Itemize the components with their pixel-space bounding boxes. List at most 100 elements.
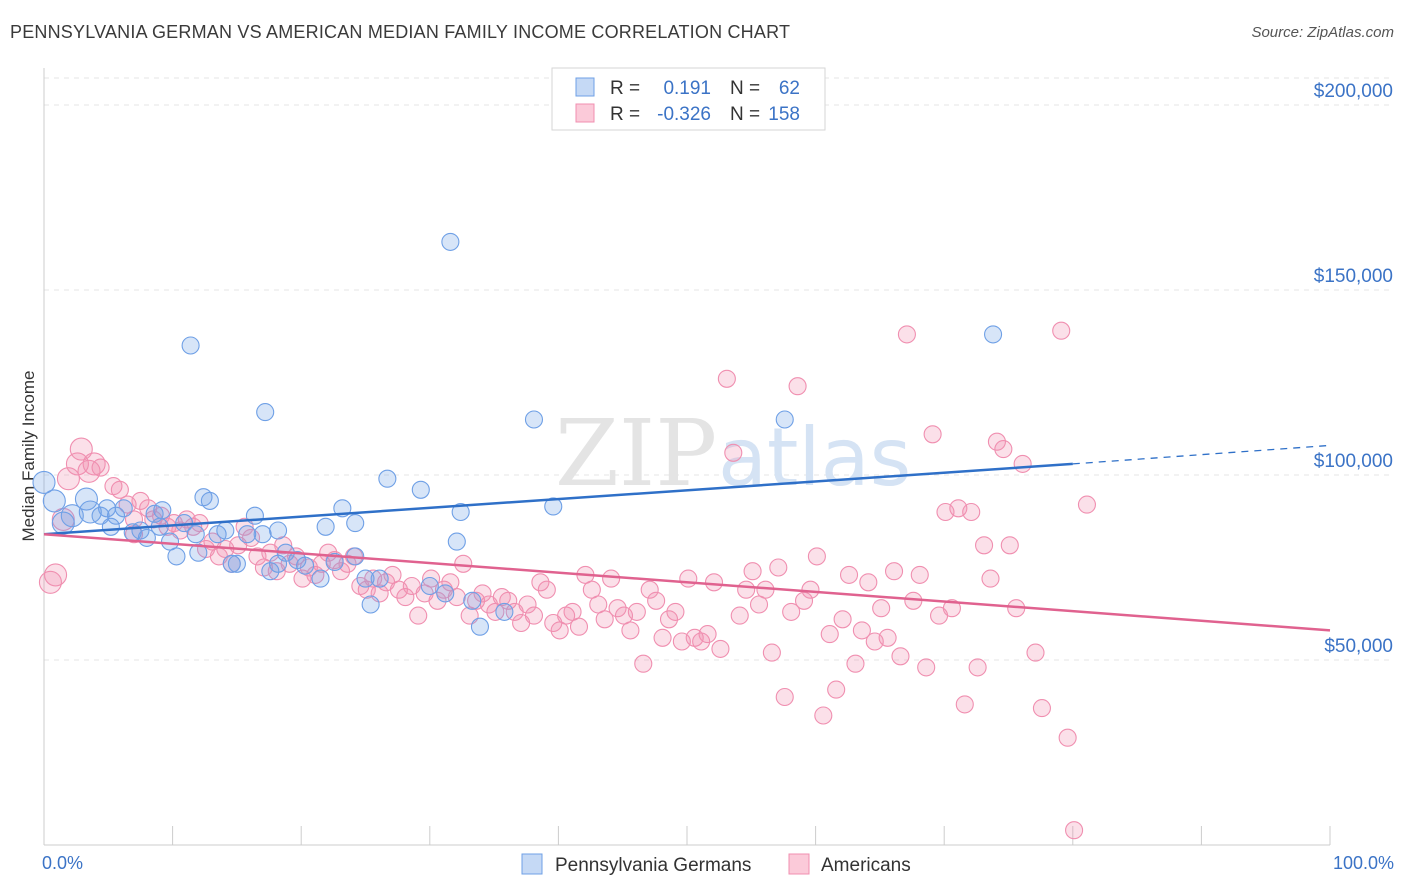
point-americans: [827, 680, 846, 699]
point-americans: [499, 591, 518, 610]
point-americans: [762, 643, 781, 662]
point-americans: [839, 565, 859, 584]
point-americans: [1058, 728, 1077, 747]
point-pennsylvania-germans: [78, 500, 102, 524]
y-axis-title: Median Family Income: [19, 370, 38, 541]
point-pennsylvania-germans: [296, 556, 315, 575]
point-americans: [518, 595, 537, 614]
point-americans: [634, 654, 653, 673]
point-americans: [1000, 536, 1019, 555]
chart-title: PENNSYLVANIA GERMAN VS AMERICAN MEDIAN F…: [10, 22, 791, 42]
point-americans: [396, 588, 415, 607]
point-pennsylvania-germans: [361, 595, 380, 614]
point-pennsylvania-germans: [238, 525, 257, 544]
x-tick-labels: 0.0% 100.0%: [42, 853, 1394, 873]
series-legend: Pennsylvania Germans Americans: [521, 853, 911, 876]
point-pennsylvania-germans: [181, 336, 200, 355]
point-americans: [422, 569, 441, 588]
point-pennsylvania-germans: [269, 521, 288, 540]
point-americans: [782, 602, 801, 621]
trend-lines: [43, 444, 1331, 632]
point-americans: [1013, 454, 1032, 473]
point-americans: [788, 377, 807, 396]
point-pennsylvania-germans: [984, 325, 1003, 344]
point-americans: [814, 706, 833, 725]
point-americans: [955, 695, 974, 714]
point-americans: [730, 606, 749, 625]
stats-swatch-1: [575, 103, 595, 123]
point-americans: [975, 536, 994, 555]
point-americans: [872, 599, 891, 618]
stats-legend: R = 0.191 N = 62 R = -0.326 N = 158: [551, 67, 826, 131]
point-pennsylvania-germans: [106, 506, 126, 525]
legend-swatch-americans: [788, 853, 810, 875]
point-pennsylvania-germans: [544, 497, 563, 516]
point-pennsylvania-germans: [495, 602, 514, 621]
point-pennsylvania-germans: [261, 562, 280, 581]
point-americans: [981, 569, 1000, 588]
trend-line-pennsylvania-germans: [43, 462, 1073, 536]
point-americans: [711, 639, 730, 658]
point-americans: [428, 591, 447, 610]
point-americans: [537, 580, 556, 599]
point-americans: [679, 569, 698, 588]
stats-n-value-1: 158: [768, 104, 800, 125]
y-tick-label: $200,000: [1314, 81, 1393, 102]
point-americans: [91, 458, 110, 477]
point-americans: [704, 573, 724, 592]
x-tick-label: 0.0%: [42, 853, 83, 873]
point-pennsylvania-germans: [463, 591, 482, 610]
point-pennsylvania-germans: [256, 403, 275, 422]
stats-swatch-0: [575, 77, 595, 97]
point-pennsylvania-germans: [189, 543, 208, 562]
point-americans: [942, 599, 961, 618]
point-pennsylvania-germans: [227, 554, 246, 573]
point-americans: [473, 584, 492, 603]
point-pennsylvania-germans: [470, 617, 490, 636]
point-americans: [775, 687, 794, 707]
point-pennsylvania-germans: [441, 232, 460, 251]
point-pennsylvania-germans: [775, 410, 794, 429]
point-pennsylvania-germans: [356, 569, 375, 588]
point-pennsylvania-germans: [32, 470, 56, 494]
point-americans: [531, 573, 550, 592]
point-americans: [891, 647, 910, 666]
point-americans: [807, 547, 826, 566]
point-pennsylvania-germans: [216, 521, 235, 540]
point-pennsylvania-germans: [378, 469, 397, 488]
trend-extension-pennsylvania-germans: [1072, 444, 1331, 465]
point-americans: [69, 437, 93, 461]
point-americans: [621, 621, 640, 640]
trend-line-americans: [43, 532, 1331, 632]
stats-n-label-1: N =: [730, 104, 760, 125]
point-americans: [692, 632, 711, 651]
point-americans: [884, 562, 904, 581]
stats-r-value-0: 0.191: [663, 78, 711, 99]
point-americans: [962, 502, 981, 522]
stats-r-label-0: R =: [610, 78, 640, 99]
point-pennsylvania-germans: [420, 576, 439, 596]
stats-n-label-0: N =: [730, 78, 760, 99]
stats-r-value-1: -0.326: [657, 104, 711, 125]
point-americans: [846, 654, 865, 673]
point-americans: [110, 480, 129, 499]
point-americans: [608, 599, 627, 618]
watermark-atlas: atlas: [718, 411, 911, 504]
point-pennsylvania-germans: [311, 569, 330, 588]
point-americans: [235, 517, 254, 536]
point-pennsylvania-germans: [153, 501, 172, 520]
point-americans: [569, 617, 589, 636]
point-americans: [968, 658, 987, 677]
point-pennsylvania-germans: [253, 525, 272, 544]
point-americans: [852, 621, 871, 640]
y-tick-label: $100,000: [1314, 451, 1393, 472]
point-americans: [602, 569, 621, 588]
point-americans: [82, 452, 106, 476]
point-pennsylvania-germans: [346, 514, 365, 533]
scatter-points: [32, 232, 1096, 840]
point-americans: [332, 562, 351, 581]
point-pennsylvania-germans: [245, 506, 264, 525]
point-americans: [859, 573, 878, 592]
point-americans: [1026, 643, 1045, 662]
